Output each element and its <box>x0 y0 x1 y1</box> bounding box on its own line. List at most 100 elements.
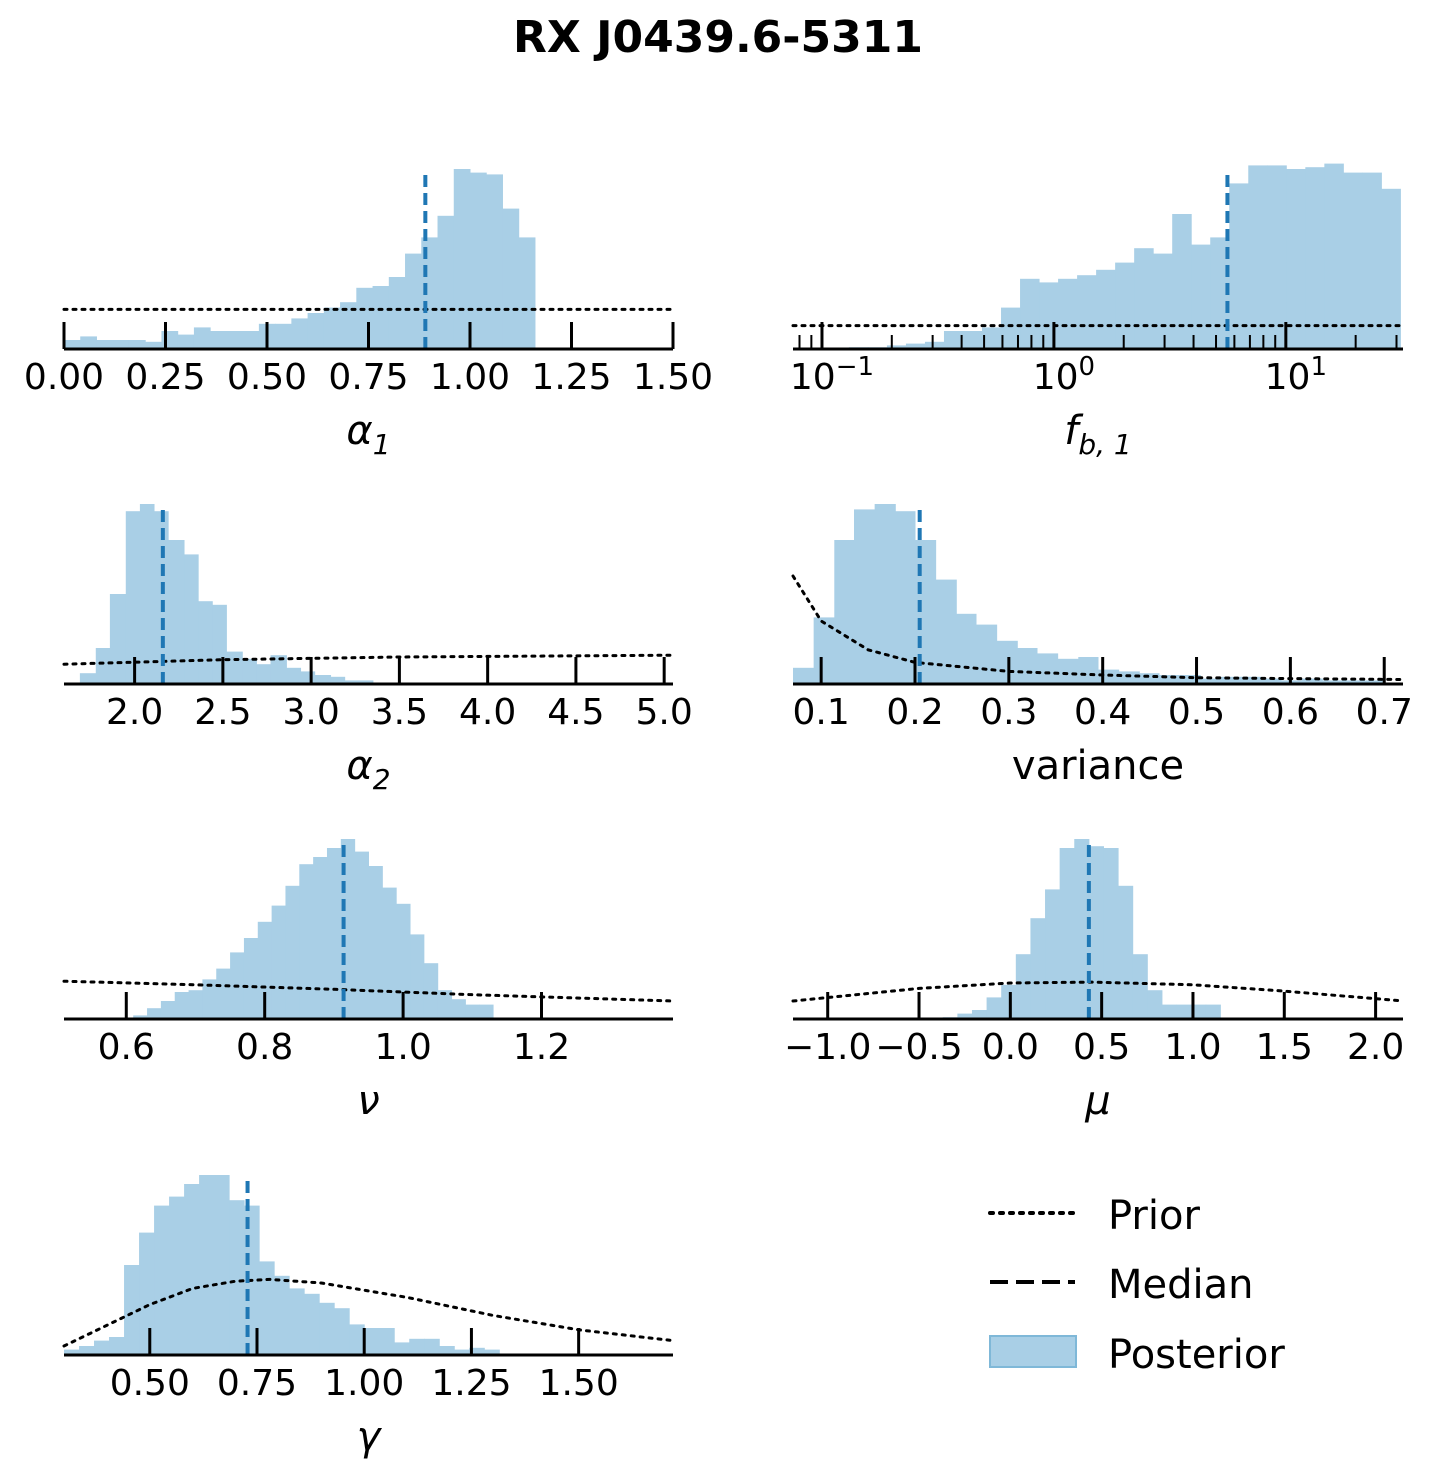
posterior-bar <box>139 504 155 684</box>
figure-title: RX J0439.6-5311 <box>512 12 923 63</box>
posterior-bar <box>177 334 195 349</box>
x-axis-label: ν <box>357 1078 379 1124</box>
panel-mu: −1.0 −0.5 0.0 0.5 1.0 1.5 2.0 μ <box>784 839 1405 1124</box>
posterior-bar <box>1343 172 1363 349</box>
legend: Prior Median Posterior <box>988 1193 1285 1378</box>
posterior-bar <box>168 540 185 684</box>
posterior-bar <box>1191 244 1211 349</box>
posterior-bar <box>314 675 332 684</box>
posterior-bar <box>169 1196 185 1355</box>
panel-alpha1: 0.00 0.25 0.50 0.75 1.00 1.25 1.50 α1 <box>24 169 713 461</box>
posterior-bar <box>394 1342 410 1355</box>
posterior-bar <box>188 990 203 1019</box>
x-tick-label: 1.5 <box>1256 1027 1313 1068</box>
posterior-bar <box>95 648 111 684</box>
posterior-bar <box>451 999 466 1019</box>
posterior-bar <box>124 1265 140 1355</box>
posterior-bar <box>943 331 964 349</box>
posterior-bar <box>1139 673 1160 684</box>
posterior-bar <box>154 511 169 684</box>
posterior-bar <box>270 655 287 684</box>
x-tick-label: −0.5 <box>875 1027 962 1068</box>
x-tick-label: 3.5 <box>371 692 428 733</box>
posterior-bar <box>1172 214 1192 349</box>
x-tick-label: 2.0 <box>1347 1027 1404 1068</box>
x-tick-label: 2.5 <box>194 692 251 733</box>
posterior-swatch <box>989 1335 1077 1368</box>
posterior-bar <box>1132 954 1148 1019</box>
posterior-bar <box>300 671 316 684</box>
x-axis-label: γ <box>357 1414 383 1460</box>
posterior-bar <box>1159 675 1181 684</box>
posterior-bar <box>242 658 257 684</box>
x-tick-label: −1.0 <box>784 1027 871 1068</box>
x-tick-label: 0.6 <box>1262 692 1319 733</box>
posterior-bar <box>1037 653 1059 684</box>
posterior-bar <box>469 1347 485 1355</box>
posterior-bar <box>326 848 342 1019</box>
posterior-bar <box>349 1324 365 1355</box>
posterior-bar <box>340 302 357 349</box>
posterior-bar <box>470 172 487 349</box>
posterior-bar <box>94 1340 110 1355</box>
posterior-bar <box>372 286 390 349</box>
posterior-bar <box>147 1008 162 1019</box>
x-tick-label: 0.5 <box>1168 692 1225 733</box>
x-axis-label: α1 <box>346 408 390 461</box>
posterior-bar <box>133 1015 148 1019</box>
panel-gamma: 0.50 0.75 1.00 1.25 1.50 γ <box>62 1175 675 1460</box>
posterior-bar <box>125 511 141 684</box>
posterior-bar <box>437 215 455 349</box>
posterior-bar <box>1115 262 1135 349</box>
posterior-bar <box>834 540 855 684</box>
posterior-bar <box>323 307 341 349</box>
posterior-bar <box>291 318 309 349</box>
prior-curve <box>62 1277 675 1348</box>
posterior-bar <box>1191 1004 1207 1019</box>
panel-fb1: 10−1 100 101 fb, 1 <box>790 163 1405 461</box>
posterior-bar <box>257 921 273 1019</box>
posterior-bar <box>1118 671 1140 684</box>
posterior-bar <box>64 340 81 349</box>
posterior-bar <box>962 331 983 349</box>
posterior-bar <box>453 169 471 349</box>
posterior-bar <box>1020 278 1040 349</box>
posterior-bar <box>439 1346 455 1355</box>
posterior-bar <box>1324 163 1344 349</box>
prior-curve <box>62 979 675 1003</box>
x-tick-label: 0.75 <box>217 1363 297 1404</box>
posterior-bar <box>1261 678 1282 684</box>
x-tick-label: 0.5 <box>1073 1027 1130 1068</box>
posterior-bar <box>285 885 300 1019</box>
x-tick-label: 100 <box>1033 352 1095 398</box>
legend-item-posterior: Posterior <box>989 1332 1285 1378</box>
posterior-bar <box>109 1337 125 1355</box>
posterior-bar <box>193 327 211 349</box>
posterior-bar <box>1001 307 1021 349</box>
posterior-bar <box>1039 282 1059 349</box>
posterior-bar <box>242 331 260 349</box>
posterior-bar <box>1017 648 1038 684</box>
posterior-bar <box>286 667 302 684</box>
posterior-bar <box>1248 165 1268 349</box>
posterior-bar <box>1229 183 1249 349</box>
x-axis-label: μ <box>1084 1078 1110 1124</box>
posterior-bar <box>145 341 162 349</box>
posterior-bar <box>184 1184 200 1355</box>
x-tick-label: 3.0 <box>282 692 339 733</box>
posterior-bar <box>1220 676 1242 684</box>
posterior-bar <box>1103 848 1119 1019</box>
x-tick-label: 5.0 <box>636 692 693 733</box>
posterior-bar <box>184 554 199 684</box>
posterior-bar <box>956 613 977 684</box>
posterior-bar <box>128 340 146 349</box>
posterior-bar <box>484 1349 500 1355</box>
posterior-bar <box>275 323 292 349</box>
x-tick-label: 0.0 <box>982 1027 1039 1068</box>
posterior-bar <box>1001 984 1017 1019</box>
posterior-bar <box>886 345 907 349</box>
posterior-bar <box>139 1232 155 1355</box>
x-tick-label: 0.7 <box>1356 692 1413 733</box>
posterior-bar <box>226 651 243 684</box>
x-tick-label: 1.00 <box>430 357 510 398</box>
